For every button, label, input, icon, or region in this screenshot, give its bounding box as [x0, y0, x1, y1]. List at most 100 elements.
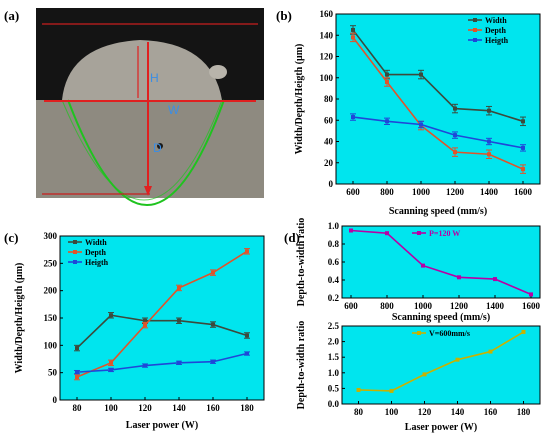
x-tick-label: 120 [418, 407, 432, 417]
legend-marker [473, 28, 477, 32]
data-point [521, 145, 525, 150]
molten-pool-outline-inner [61, 99, 223, 201]
y-tick-label: 100 [320, 73, 334, 83]
data-point [109, 360, 113, 365]
data-point [385, 231, 389, 236]
y-tick-label: 50 [48, 368, 58, 378]
y-tick-label: 1.0 [328, 368, 340, 378]
legend-entry: Heigth [85, 258, 109, 267]
chart-d-speed: 0.2 0.4 0.6 0.8 1.0 600 800 1000 1200 1400 1600 Sca… [296, 218, 541, 323]
data-point [457, 275, 461, 280]
data-point [385, 119, 389, 124]
series-line-p-120-w [350, 229, 532, 296]
x-tick-label: 600 [344, 301, 358, 311]
pore [157, 143, 163, 149]
series-line-v-600mm-s [358, 331, 524, 392]
data-point [529, 292, 533, 297]
data-point [521, 329, 526, 334]
y-tick-label: 0.0 [328, 399, 340, 409]
data-point [487, 139, 491, 144]
data-point [143, 363, 147, 368]
data-point [419, 122, 423, 127]
width-label: W [168, 103, 180, 117]
data-point [245, 249, 249, 254]
x-tick-label: 140 [172, 403, 186, 413]
x-tick-label: 1200 [450, 301, 469, 311]
data-point [356, 387, 361, 392]
x-axis-label: Laser power (W) [405, 422, 477, 433]
data-point [75, 370, 79, 375]
data-point [177, 285, 181, 290]
y-tick-label: 200 [44, 286, 58, 296]
data-point [419, 72, 423, 77]
x-tick-label: 100 [104, 403, 118, 413]
data-point [109, 313, 113, 318]
y-tick-label: 0.5 [328, 383, 340, 393]
x-tick-label: 120 [138, 403, 152, 413]
data-point [143, 318, 147, 323]
data-point [487, 108, 491, 113]
legend-marker [473, 38, 477, 42]
y-tick-label: 0.4 [328, 275, 340, 285]
y-tick-label: 160 [320, 9, 334, 19]
data-point [385, 72, 389, 77]
panel-label-b: (b) [276, 8, 292, 23]
data-point [521, 167, 525, 172]
legend-entry: Width [485, 16, 507, 25]
data-point [453, 106, 457, 111]
y-tick-label: 0.8 [328, 239, 340, 249]
x-tick-label: 1600 [514, 187, 533, 197]
y-tick-label: 140 [320, 30, 334, 40]
plot-area [335, 13, 541, 185]
y-tick-label: 150 [44, 313, 58, 323]
y-axis-label: Depth-to-width ratio [296, 321, 307, 410]
panel-label-a: (a) [4, 8, 19, 23]
chart-c: 0 50 100 150 200 250 300 80 100 120 140 160 180 Laser… [14, 231, 265, 431]
panel-label-c: (c) [4, 230, 18, 245]
x-tick-label: 800 [380, 301, 394, 311]
legend-marker [73, 250, 77, 254]
x-tick-label: 1400 [486, 301, 505, 311]
y-tick-label: 2.5 [328, 321, 340, 331]
panel-label-d: (d) [284, 230, 300, 245]
series-line-depth [352, 36, 524, 170]
y-tick-label: 2.0 [328, 337, 340, 347]
legend-marker [473, 18, 477, 22]
legend-marker [417, 331, 421, 335]
y-tick-label: 120 [320, 52, 334, 62]
data-point [351, 35, 355, 40]
data-point [422, 372, 427, 377]
y-tick-label: 60 [324, 115, 334, 125]
y-tick-label: 20 [324, 158, 334, 168]
data-point [177, 318, 181, 323]
x-tick-label: 100 [385, 407, 399, 417]
x-tick-label: 80 [73, 403, 83, 413]
legend-entry: V=600mm/s [429, 329, 470, 338]
data-point [421, 263, 425, 268]
data-point [75, 375, 79, 380]
data-point [211, 270, 215, 275]
x-tick-label: 180 [240, 403, 254, 413]
x-tick-label: 1200 [446, 187, 465, 197]
x-tick-label: 600 [346, 187, 360, 197]
legend-marker [417, 231, 421, 235]
x-tick-label: 140 [451, 407, 465, 417]
x-tick-label: 1400 [480, 187, 499, 197]
data-point [245, 333, 249, 338]
y-tick-label: 80 [324, 94, 334, 104]
data-point [351, 27, 355, 32]
plot-area [341, 225, 541, 299]
data-point [177, 360, 181, 365]
data-point [245, 351, 249, 356]
series-line-heigth [76, 352, 248, 373]
legend-entry: Width [85, 238, 107, 247]
legend-marker [73, 240, 77, 244]
micrograph-panel: H W D [36, 8, 264, 206]
y-tick-label: 100 [44, 340, 58, 350]
legend-entry: Depth [85, 248, 106, 257]
plot-area [59, 235, 265, 401]
y-tick-label: 0.2 [328, 293, 340, 303]
y-tick-label: 0 [329, 179, 334, 189]
chart-b: 0 20 40 60 80 100 120 140 160 600 800 1000 1200 1400 1… [294, 9, 541, 217]
